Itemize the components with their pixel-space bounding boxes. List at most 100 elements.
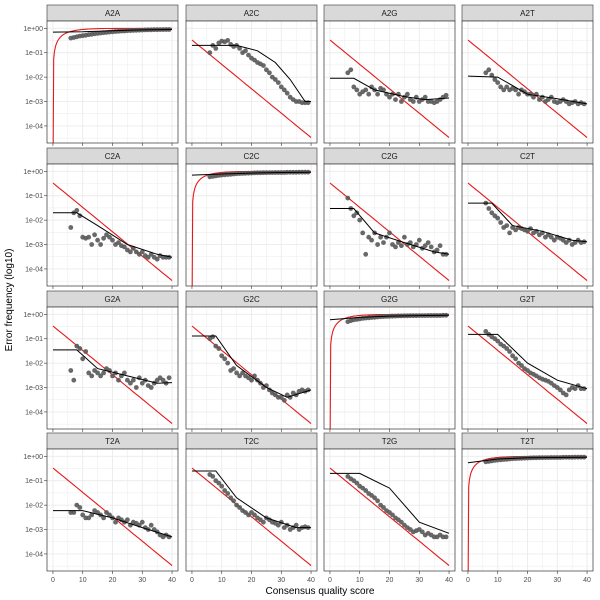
- facet-strip-label: A2G: [381, 9, 397, 18]
- panel-series: [52, 27, 173, 143]
- facet-panel-c2t: C2T010203040: [461, 147, 594, 299]
- x-tick-label: 10: [494, 577, 502, 584]
- facet-strip-label: C2C: [243, 152, 259, 161]
- panel-series: [467, 454, 588, 571]
- x-tick-label: 30: [138, 577, 146, 584]
- facet-strip-label: G2A: [104, 295, 121, 304]
- facet-panel-c2g: C2G010203040: [323, 147, 456, 299]
- facet-panel-g2t: G2T010203040: [461, 290, 594, 442]
- panel-series: [467, 182, 588, 282]
- y-tick-label: 1e-02: [25, 361, 43, 368]
- y-tick-label: 1e-02: [25, 503, 43, 510]
- y-tick-label: 1e-01: [25, 336, 43, 343]
- facet-strip-label: C2T: [520, 152, 535, 161]
- y-tick-label: 1e-02: [25, 218, 43, 225]
- panel-series: [52, 325, 173, 425]
- x-tick-label: 10: [356, 577, 364, 584]
- x-tick-label: 40: [168, 577, 176, 584]
- y-tick-label: 1e-03: [25, 385, 43, 392]
- facet-panel-g2g: G2G010203040: [323, 290, 456, 442]
- panel-grid: [324, 21, 455, 143]
- x-tick-label: 20: [109, 577, 117, 584]
- x-tick-label: 10: [79, 577, 87, 584]
- x-tick-label: 0: [190, 577, 194, 584]
- panel-grid: [186, 307, 317, 429]
- facet-panel-a2c: A2C010203040: [185, 4, 318, 156]
- x-tick-label: 40: [583, 577, 591, 584]
- panel-series: [467, 39, 588, 139]
- panel-series: [191, 325, 312, 425]
- panel-series: [329, 312, 450, 429]
- y-axis-title: Error frequency (log10): [4, 249, 15, 352]
- panel-grid: [462, 164, 593, 286]
- facet-panel-t2t: T2T 0 10 20 30 40: [461, 432, 594, 584]
- facet-strip-label: G2C: [243, 295, 260, 304]
- facet-panel-c2c: C2C010203040: [185, 147, 318, 299]
- x-tick-label: 0: [328, 577, 332, 584]
- panel-series: [329, 182, 450, 282]
- x-tick-label: 0: [466, 577, 470, 584]
- panel-grid: [47, 307, 178, 429]
- facet-strip-label: T2A: [105, 437, 120, 446]
- y-tick-label: 1e-03: [25, 242, 43, 249]
- facet-strip-label: T2C: [244, 437, 259, 446]
- facet-strip-label: A2T: [520, 9, 535, 18]
- panel-grid: [186, 21, 317, 143]
- x-tick-label: 20: [524, 577, 532, 584]
- x-tick-label: 40: [445, 577, 453, 584]
- x-tick-label: 10: [218, 577, 226, 584]
- panel-series: [329, 467, 450, 567]
- panel-grid: [47, 449, 178, 571]
- y-tick-label: 1e+00: [23, 312, 43, 319]
- facet-panel-t2a: T2A 0 10 20 30 40 1e+00 1e-01 1e-02 1e-03 1e-04: [23, 432, 179, 584]
- panel-grid: [324, 449, 455, 571]
- panel-series: [191, 467, 312, 567]
- facet-strip-label: C2G: [381, 152, 397, 161]
- y-tick-label: 1e-04: [25, 409, 43, 416]
- x-tick-label: 20: [386, 577, 394, 584]
- y-tick-label: 1e-01: [25, 478, 43, 485]
- x-tick-label: 30: [415, 577, 423, 584]
- x-tick-label: 0: [51, 577, 55, 584]
- facet-strip-label: T2T: [520, 437, 534, 446]
- facet-strip-label: A2C: [244, 9, 260, 18]
- panel-series: [52, 182, 173, 282]
- facet-panel-a2t: A2T010203040: [461, 4, 594, 156]
- y-tick-label: 1e-03: [25, 99, 43, 106]
- y-tick-label: 1e-03: [25, 527, 43, 534]
- y-tick-label: 1e+00: [23, 26, 43, 33]
- facet-strip-label: G2G: [381, 295, 398, 304]
- facet-panel-t2c: T2C 0 10 20 30 40: [185, 432, 318, 584]
- facet-panel-t2g: T2G 0 10 20 30 40: [323, 432, 456, 584]
- x-tick-label: 30: [277, 577, 285, 584]
- panel-series: [467, 325, 588, 425]
- x-tick-label: 30: [553, 577, 561, 584]
- x-tick-label: 20: [248, 577, 256, 584]
- y-tick-label: 1e-02: [25, 75, 43, 82]
- facet-strip-label: G2T: [520, 295, 536, 304]
- y-tick-label: 1e+00: [23, 454, 43, 461]
- facet-strip-label: A2A: [105, 9, 121, 18]
- facet-strip-label: T2G: [382, 437, 398, 446]
- panel-series: [191, 169, 312, 286]
- panel-grid: [462, 449, 593, 571]
- panel-series: [329, 39, 450, 139]
- y-tick-label: 1e-04: [25, 266, 43, 273]
- facet-panels: A2A 0 10 20 30 40 1e+00 1e-01 1e-02 1e-03 1e-04 A2C…: [23, 4, 594, 584]
- facet-panel-a2g: A2G010203040: [323, 4, 456, 156]
- panel-grid: [324, 164, 455, 286]
- x-tick-label: 40: [307, 577, 315, 584]
- y-tick-label: 1e-04: [25, 123, 43, 130]
- y-tick-label: 1e-01: [25, 193, 43, 200]
- facet-panel-g2c: G2C010203040: [185, 290, 318, 442]
- panel-series: [52, 467, 173, 567]
- panel-grid: [324, 307, 455, 429]
- panel-grid: [47, 21, 178, 143]
- x-axis-title: Consensus quality score: [266, 586, 375, 597]
- facet-strip-label: C2A: [105, 152, 121, 161]
- y-tick-label: 1e-01: [25, 50, 43, 57]
